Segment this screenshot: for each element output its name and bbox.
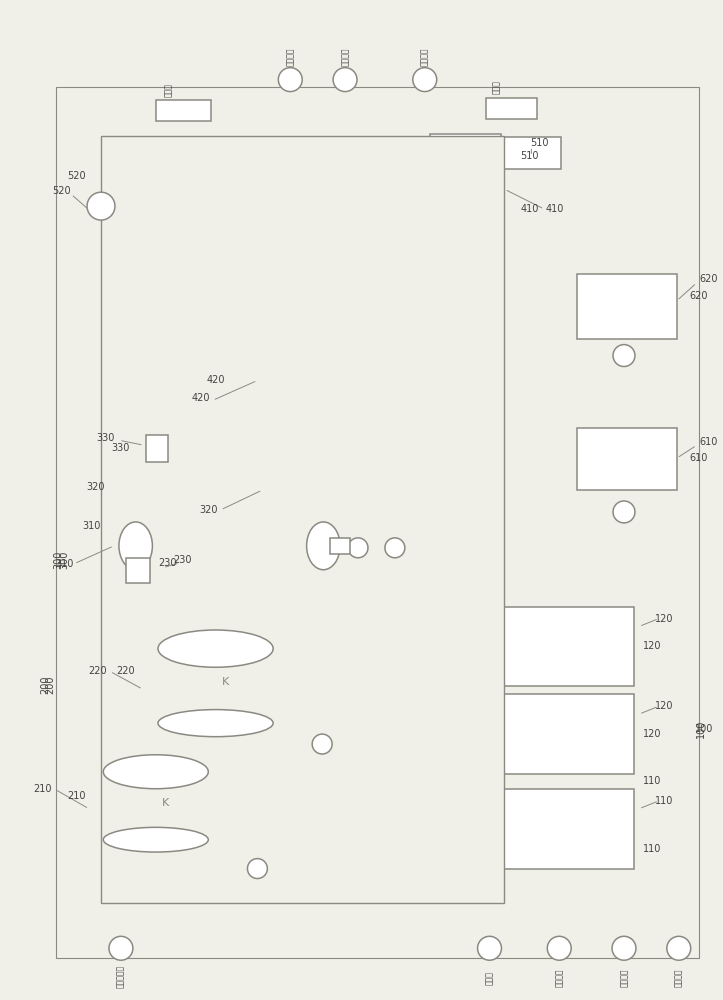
Circle shape: [478, 936, 502, 960]
Circle shape: [667, 936, 690, 960]
Text: 610: 610: [699, 437, 718, 447]
Text: 510: 510: [530, 138, 549, 148]
Text: 120: 120: [643, 729, 661, 739]
Text: 230: 230: [158, 558, 177, 568]
Bar: [265, 465, 390, 493]
Bar: [146, 435, 168, 462]
Circle shape: [413, 68, 437, 92]
Bar: [103, 772, 208, 840]
Text: 100: 100: [696, 720, 706, 738]
Bar: [126, 558, 150, 583]
Text: 120: 120: [654, 701, 673, 711]
Circle shape: [109, 936, 133, 960]
Text: 冷凝水出: 冷凝水出: [675, 969, 683, 987]
Text: 330: 330: [97, 433, 115, 443]
Text: 610: 610: [690, 453, 708, 463]
Text: 110: 110: [643, 776, 661, 786]
Ellipse shape: [103, 827, 208, 852]
Text: 120: 120: [654, 614, 673, 624]
Circle shape: [333, 68, 357, 92]
Bar: [155, 100, 210, 121]
Bar: [158, 649, 273, 723]
Circle shape: [613, 501, 635, 523]
Circle shape: [278, 68, 302, 92]
Text: 330: 330: [112, 443, 130, 453]
Text: 310: 310: [55, 559, 73, 569]
Text: 420: 420: [206, 375, 225, 385]
Text: 密封水进: 密封水进: [286, 47, 295, 66]
Circle shape: [385, 538, 405, 558]
Circle shape: [613, 345, 635, 367]
Bar: [101, 136, 505, 903]
Bar: [290, 659, 355, 719]
Bar: [486, 98, 537, 119]
Bar: [310, 538, 340, 554]
Bar: [138, 522, 321, 570]
Text: 210: 210: [33, 784, 51, 794]
Ellipse shape: [307, 522, 340, 570]
Bar: [265, 490, 390, 518]
Bar: [226, 779, 290, 844]
Bar: [500, 789, 634, 869]
Circle shape: [547, 936, 571, 960]
Text: 排气出: 排气出: [164, 83, 174, 97]
Ellipse shape: [158, 710, 273, 737]
Ellipse shape: [119, 522, 153, 570]
Bar: [577, 274, 677, 339]
Text: 310: 310: [82, 521, 100, 531]
Text: K: K: [222, 677, 229, 687]
Bar: [265, 440, 390, 468]
Text: 220: 220: [89, 666, 107, 676]
Bar: [500, 694, 634, 774]
Circle shape: [612, 936, 636, 960]
Bar: [432, 139, 500, 400]
Text: 液凝液出: 液凝液出: [555, 969, 564, 987]
Text: 100: 100: [695, 724, 713, 734]
Text: 排气出: 排气出: [492, 80, 501, 94]
Text: 300: 300: [59, 551, 69, 569]
Text: 520: 520: [52, 186, 70, 196]
Circle shape: [247, 859, 268, 879]
Bar: [502, 137, 561, 169]
Text: 冷却水进: 冷却水进: [420, 47, 429, 66]
Bar: [252, 256, 308, 420]
Text: 300: 300: [54, 551, 63, 569]
Text: 410: 410: [520, 204, 539, 214]
Text: 420: 420: [192, 393, 210, 403]
Bar: [56, 87, 698, 958]
Circle shape: [87, 192, 115, 220]
Text: 620: 620: [690, 291, 708, 301]
Circle shape: [312, 734, 332, 754]
Ellipse shape: [158, 630, 273, 667]
Text: 120: 120: [643, 641, 661, 651]
Text: 410: 410: [545, 204, 563, 214]
Text: 520: 520: [67, 171, 85, 181]
Text: 200: 200: [40, 675, 50, 694]
Text: 320: 320: [200, 505, 218, 515]
Text: 620: 620: [699, 274, 718, 284]
Text: 200: 200: [46, 675, 55, 694]
Text: 230: 230: [174, 555, 192, 565]
Bar: [429, 134, 502, 176]
Bar: [500, 607, 634, 686]
Text: K: K: [161, 798, 168, 808]
Text: 新鲜蒸汽进: 新鲜蒸汽进: [116, 965, 125, 988]
Text: 110: 110: [643, 844, 661, 854]
Ellipse shape: [103, 755, 208, 789]
Text: 冷却水出: 冷却水出: [341, 47, 349, 66]
Bar: [330, 538, 350, 554]
Text: 210: 210: [67, 791, 85, 801]
Text: 110: 110: [654, 796, 673, 806]
Text: 220: 220: [116, 666, 135, 676]
Bar: [577, 428, 677, 490]
Text: 510: 510: [520, 151, 539, 161]
Text: 原液进: 原液进: [485, 971, 494, 985]
Circle shape: [348, 538, 368, 558]
Text: 冷凝水出: 冷凝水出: [620, 969, 628, 987]
Text: 320: 320: [87, 482, 106, 492]
